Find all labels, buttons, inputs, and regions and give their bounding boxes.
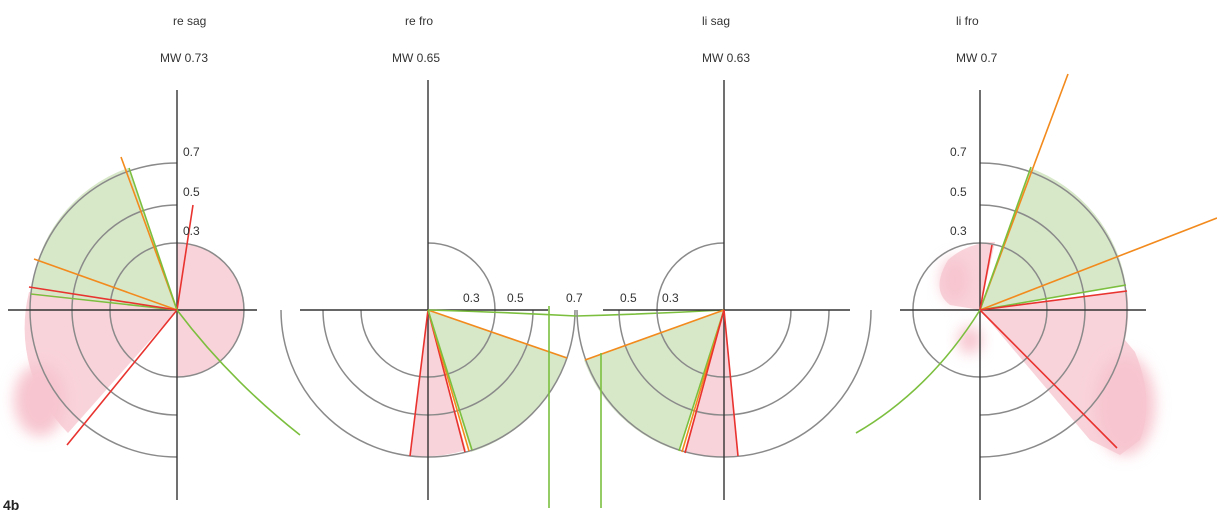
orange-line bbox=[33, 258, 178, 311]
figure-label: 4b bbox=[3, 497, 19, 513]
red-line bbox=[979, 290, 1128, 311]
red-line bbox=[409, 309, 429, 457]
tick-label: 0.3 bbox=[950, 224, 967, 238]
green-line bbox=[427, 309, 473, 451]
panel-re-sag: re sag MW 0.73 0.7 0.5 0.3 bbox=[8, 14, 301, 500]
green-connector bbox=[427, 309, 725, 317]
tick-label: 0.3 bbox=[183, 224, 200, 238]
green-sector bbox=[980, 168, 1126, 310]
tick-label: 0.3 bbox=[463, 291, 480, 305]
pink-blur bbox=[14, 364, 66, 436]
ring-inner-top bbox=[427, 242, 496, 311]
tick-label: 0.7 bbox=[183, 145, 200, 159]
green-line bbox=[979, 284, 1127, 311]
tick-label: 0.7 bbox=[566, 291, 583, 305]
pink-blur bbox=[1095, 355, 1155, 455]
red-line bbox=[28, 286, 178, 311]
orange-line bbox=[584, 309, 725, 361]
panel-mean: MW 0.63 bbox=[702, 51, 750, 65]
panel-title: re fro bbox=[405, 14, 433, 28]
green-line bbox=[128, 167, 178, 311]
panel-mean: MW 0.65 bbox=[392, 51, 440, 65]
tick-label: 0.3 bbox=[662, 291, 679, 305]
red-line bbox=[66, 309, 178, 446]
orange-line bbox=[427, 309, 568, 359]
orange-line bbox=[979, 217, 1217, 311]
green-curve bbox=[176, 309, 301, 436]
panel-mean: MW 0.73 bbox=[160, 51, 208, 65]
tick-label: 0.5 bbox=[507, 291, 524, 305]
panel-title: re sag bbox=[173, 14, 206, 28]
red-line bbox=[979, 244, 993, 311]
panel-title: li sag bbox=[702, 14, 730, 28]
panel-li-fro: li fro MW 0.7 0.7 0.5 0.3 bbox=[855, 14, 1217, 500]
tick-label: 0.7 bbox=[950, 145, 967, 159]
green-sector bbox=[31, 168, 177, 310]
ring-inner-top bbox=[656, 242, 725, 311]
tick-label: 0.5 bbox=[950, 185, 967, 199]
tick-label: 0.5 bbox=[620, 291, 637, 305]
panel-title: li fro bbox=[956, 14, 979, 28]
red-line bbox=[684, 309, 725, 454]
pink-blur bbox=[941, 258, 969, 302]
panel-li-sag: li sag MW 0.63 0.5 0.3 bbox=[576, 14, 872, 508]
red-line bbox=[979, 309, 1118, 449]
red-line bbox=[723, 309, 739, 457]
green-line bbox=[30, 293, 178, 311]
pink-blur bbox=[958, 326, 982, 354]
tick-label: 0.5 bbox=[183, 185, 200, 199]
green-sector bbox=[584, 310, 724, 451]
green-line bbox=[979, 166, 1032, 311]
panel-mean: MW 0.7 bbox=[956, 51, 998, 65]
green-curve bbox=[855, 309, 981, 434]
panel-re-fro: re fro MW 0.65 0.3 0.5 0.7 bbox=[280, 14, 583, 508]
red-line bbox=[176, 204, 194, 311]
